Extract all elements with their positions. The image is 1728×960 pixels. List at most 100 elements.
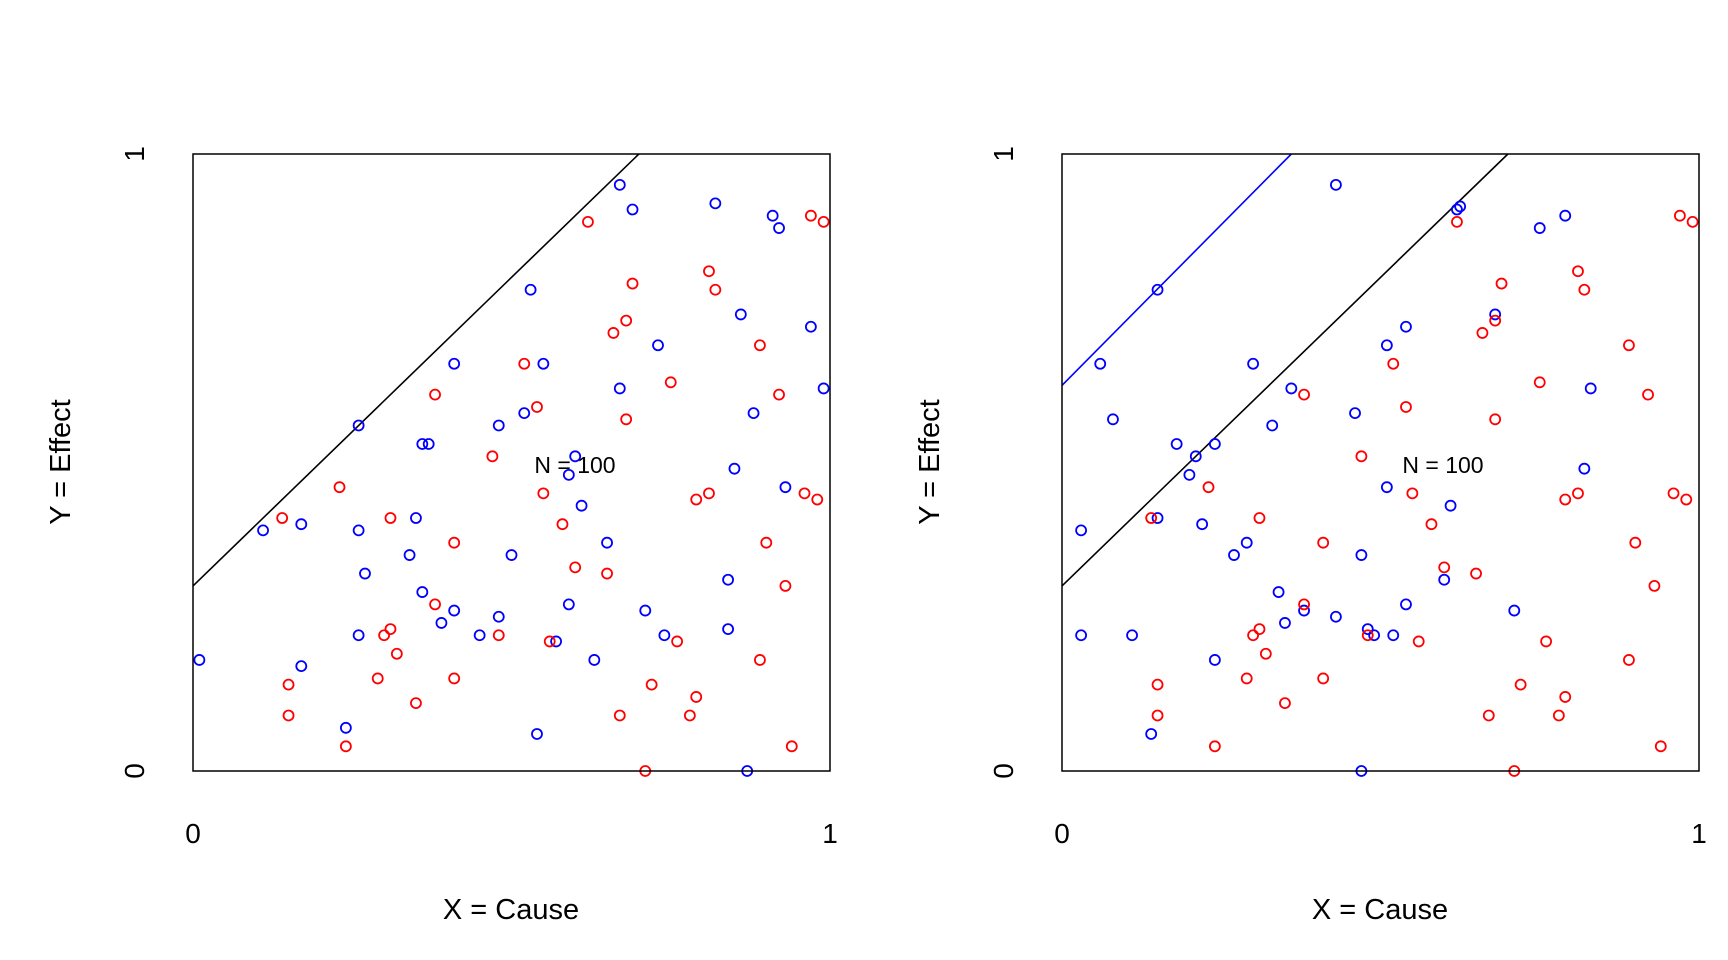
data-point-series-2-17 [1361,629,1374,642]
data-point-series-2-48 [804,209,817,222]
data-point-series-1-24 [1330,610,1342,623]
data-point-series-1-36 [639,604,652,617]
data-point-series-1-44 [1584,382,1597,395]
data-point-series-2-46 [785,740,798,753]
data-point-series-2-4 [1202,481,1215,494]
data-point-series-2-20 [1406,487,1419,500]
data-point-series-2-33 [1533,376,1546,389]
x-tick-label-min: 0 [185,818,201,849]
data-point-series-1-22 [518,407,531,420]
data-point-series-1-23 [1330,178,1342,191]
data-point-series-2-34 [1540,635,1553,648]
data-point-series-1-37 [1451,203,1463,216]
data-point-series-1-25 [537,357,550,370]
data-point-series-1-35 [1438,573,1451,586]
scatter-points [193,178,830,777]
data-point-series-1-2 [1075,524,1088,537]
data-point-series-1-7 [352,524,365,537]
data-point-series-1-33 [613,382,626,395]
data-point-series-1-34 [613,178,626,191]
sample-size-annotation: N = 100 [534,452,615,478]
data-point-series-1-34 [1400,598,1412,611]
data-point-series-2-38 [703,265,715,278]
x-axis-label: X = Cause [443,894,579,926]
data-point-series-1-15 [1228,549,1240,561]
data-point-series-1-16 [448,604,461,617]
data-point-series-2-11 [1279,697,1291,710]
data-point-series-1-25 [1349,407,1361,420]
data-point-series-2-32 [1514,678,1527,691]
data-point-series-2-22 [1425,518,1438,531]
data-point-series-1-14 [416,586,429,598]
data-point-series-2-8 [1253,623,1266,635]
data-point-series-2-39 [703,487,715,500]
data-point-series-1-31 [588,654,601,666]
sample-size-annotation: N = 100 [1402,452,1483,478]
data-point-series-1-2 [257,524,269,537]
data-point-series-1-12 [1196,518,1209,531]
data-point-series-2-13 [429,598,441,611]
data-point-series-1-38 [658,629,671,642]
data-point-series-2-12 [429,388,441,401]
data-point-series-2-47 [798,487,811,500]
data-point-series-2-9 [384,512,397,524]
data-point-series-1-9 [359,567,371,580]
data-point-series-2-13 [1298,598,1310,611]
data-point-series-2-41 [754,654,766,666]
y-tick-label-min: 0 [119,763,150,779]
scatter-points [1075,178,1699,777]
data-point-series-1-6 [352,629,365,642]
fit-line-1 [192,153,640,587]
data-point-series-1-19 [492,610,505,623]
data-point-series-1-14 [1208,438,1221,450]
data-point-series-1-21 [505,549,518,561]
data-point-series-2-6 [1240,672,1253,685]
data-point-series-2-27 [1482,709,1495,722]
data-point-series-1-7 [1151,512,1164,524]
data-point-series-1-1 [1075,629,1088,642]
data-point-series-1-33 [1400,320,1412,333]
data-point-series-1-3 [1094,357,1107,370]
data-point-series-1-43 [734,308,747,321]
data-point-series-1-30 [575,499,588,512]
data-point-series-2-7 [378,629,391,642]
data-point-series-1-49 [804,320,817,333]
data-point-series-2-39 [1572,487,1584,500]
data-point-series-2-3 [1151,709,1164,722]
data-point-series-1-36 [1444,499,1457,512]
data-point-series-2-10 [1259,647,1272,660]
y-axis-label: Y = Effect [45,399,77,525]
data-point-series-1-10 [403,549,416,561]
data-point-series-2-43 [760,536,773,549]
data-point-series-2-37 [690,493,703,506]
data-point-series-2-40 [709,283,722,296]
data-point-series-1-31 [1380,481,1393,494]
data-point-series-2-16 [486,450,499,463]
data-point-series-1-41 [722,573,734,586]
data-point-series-1-21 [1285,382,1298,395]
data-point-series-2-27 [613,709,626,722]
data-point-series-1-26 [550,635,562,648]
data-point-series-1-13 [422,438,435,450]
data-point-series-2-19 [1400,401,1412,413]
data-point-series-2-35 [683,709,696,722]
data-point-series-2-18 [1387,357,1400,370]
data-point-series-2-25 [601,567,613,580]
data-point-series-1-32 [1387,629,1400,642]
data-point-series-2-2 [1151,678,1164,691]
data-point-series-1-23 [524,283,537,296]
data-point-series-1-39 [709,197,722,210]
data-point-series-2-49 [811,493,824,506]
data-point-series-2-44 [1642,388,1654,401]
data-point-series-1-15 [435,617,448,629]
data-point-series-2-11 [410,697,422,710]
data-point-series-2-15 [448,536,461,549]
data-point-series-2-50 [817,215,830,228]
y-tick-label-min: 0 [988,763,1019,779]
y-axis-label: Y = Effect [914,399,946,525]
data-point-series-1-42 [1559,209,1572,222]
data-point-series-2-26 [1476,327,1489,339]
data-point-series-2-23 [1438,561,1451,574]
data-point-series-1-3 [295,660,308,673]
data-point-series-2-17 [492,629,505,642]
